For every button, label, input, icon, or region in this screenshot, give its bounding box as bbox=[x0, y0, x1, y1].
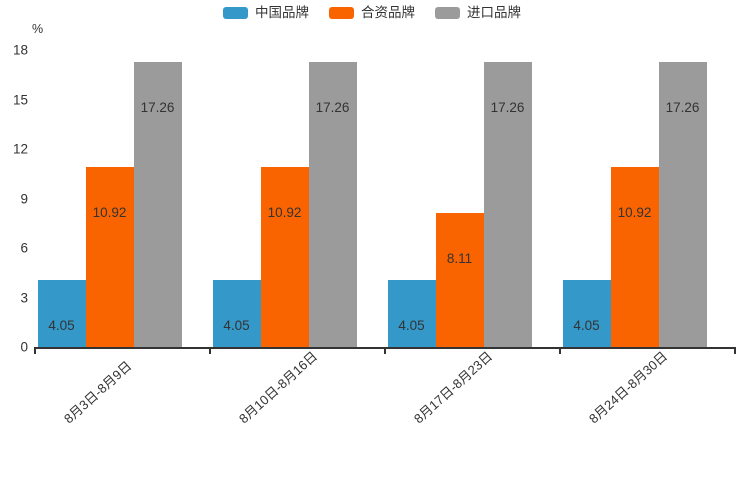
legend-label-china-brand: 中国品牌 bbox=[255, 5, 309, 20]
bar-value-label: 4.05 bbox=[48, 318, 75, 334]
bar-value-label: 10.92 bbox=[267, 204, 302, 220]
x-axis-tick bbox=[734, 347, 736, 354]
chart-legend: 中国品牌 合资品牌 进口品牌 bbox=[0, 6, 744, 20]
bar[interactable] bbox=[387, 280, 436, 347]
bar-value-label: 17.26 bbox=[490, 100, 525, 116]
legend-swatch-icon-joint-venture-brand bbox=[329, 6, 354, 19]
bar-value-label: 17.26 bbox=[315, 100, 350, 116]
bar-value-label: 4.05 bbox=[398, 318, 425, 334]
bar-value-label: 4.05 bbox=[573, 318, 600, 334]
plot-area: 4.05 10.92 17.26 4.05 10.92 17.26 4.05 8.11 17.2… bbox=[34, 50, 734, 347]
legend-item-joint-venture-brand[interactable]: 合资品牌 bbox=[329, 6, 415, 20]
x-axis-tick bbox=[559, 347, 561, 354]
x-axis-category-label: 8月24日-8月30日 bbox=[586, 348, 671, 427]
x-axis-tick bbox=[209, 347, 211, 354]
x-axis-tick bbox=[384, 347, 386, 354]
legend-label-import-brand: 进口品牌 bbox=[467, 5, 521, 20]
bar[interactable] bbox=[85, 166, 134, 347]
x-axis-category-label: 8月3日-8月9日 bbox=[61, 358, 135, 427]
bar[interactable] bbox=[610, 166, 659, 347]
y-axis-unit-label: % bbox=[32, 22, 44, 36]
bar[interactable] bbox=[260, 166, 309, 347]
bar-value-label: 10.92 bbox=[617, 204, 652, 220]
bar-value-label: 10.92 bbox=[92, 204, 127, 220]
bar-value-label: 8.11 bbox=[446, 251, 473, 267]
bar[interactable] bbox=[562, 280, 611, 347]
legend-swatch-icon-import-brand bbox=[435, 6, 460, 19]
y-tick-label: 3 bbox=[20, 290, 28, 305]
bar[interactable] bbox=[658, 62, 707, 347]
bar[interactable] bbox=[37, 280, 86, 347]
x-axis-category-label: 8月10日-8月16日 bbox=[236, 348, 321, 427]
legend-label-joint-venture-brand: 合资品牌 bbox=[361, 5, 415, 20]
bar-value-label: 4.05 bbox=[223, 318, 250, 334]
bar-value-label: 17.26 bbox=[140, 100, 175, 116]
y-tick-label: 0 bbox=[20, 339, 28, 355]
x-axis-category-label: 8月17日-8月23日 bbox=[411, 348, 496, 427]
y-tick-label: 15 bbox=[12, 92, 28, 107]
y-tick-label: 12 bbox=[12, 141, 28, 157]
bar[interactable] bbox=[308, 62, 357, 347]
bar[interactable] bbox=[212, 280, 261, 347]
bar[interactable] bbox=[133, 62, 182, 347]
y-axis: 0 3 6 9 12 15 18 bbox=[0, 43, 28, 355]
legend-item-import-brand[interactable]: 进口品牌 bbox=[435, 6, 521, 20]
x-axis-tick bbox=[34, 347, 36, 354]
bar[interactable] bbox=[435, 213, 484, 347]
bar[interactable] bbox=[483, 62, 532, 347]
legend-swatch-icon-china-brand bbox=[223, 6, 248, 19]
y-tick-label: 18 bbox=[12, 42, 28, 58]
y-tick-label: 6 bbox=[20, 240, 28, 256]
bar-value-label: 17.26 bbox=[665, 100, 700, 116]
legend-item-china-brand[interactable]: 中国品牌 bbox=[223, 6, 309, 20]
y-tick-label: 9 bbox=[20, 191, 28, 206]
